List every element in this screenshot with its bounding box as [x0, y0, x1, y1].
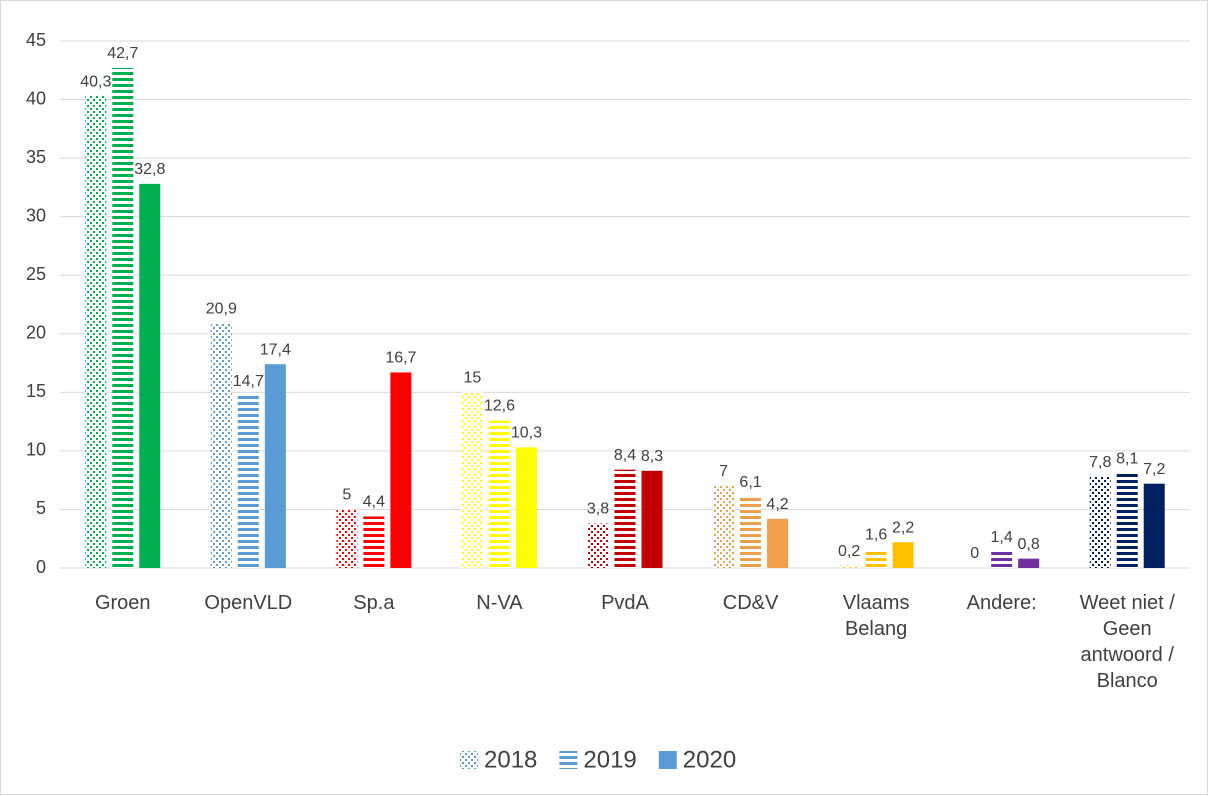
data-label: 5: [342, 487, 351, 504]
legend-swatch: [559, 751, 578, 769]
x-tick-label: OpenVLD: [204, 592, 293, 614]
x-tick-label: N-VA: [476, 592, 523, 614]
y-tick-label: 10: [26, 440, 46, 460]
data-label: 7,8: [1089, 454, 1111, 471]
bar: [139, 183, 161, 568]
x-tick-label: PvdA: [601, 592, 649, 614]
data-label: 32,8: [134, 161, 165, 178]
data-label: 7: [719, 463, 728, 480]
bar: [515, 447, 537, 568]
bar: [1089, 476, 1111, 568]
legend-label: 2020: [683, 746, 736, 773]
data-label: 2,2: [892, 519, 914, 536]
y-tick-label: 30: [26, 205, 46, 225]
bar: [461, 392, 483, 568]
bar: [892, 542, 914, 568]
y-tick-label: 5: [36, 498, 46, 518]
bar: [1018, 558, 1040, 568]
data-label: 1,6: [865, 526, 887, 543]
x-tick-label: Andere:: [966, 592, 1037, 614]
data-label: 0,8: [1018, 536, 1040, 553]
data-label: 14,7: [233, 373, 264, 390]
bar: [587, 523, 609, 568]
data-label: 8,3: [641, 448, 663, 465]
data-label: 0: [970, 545, 979, 562]
bar: [488, 420, 510, 568]
bar: [991, 551, 1013, 568]
legend-swatch: [460, 751, 478, 769]
y-tick-label: 25: [26, 264, 46, 284]
data-label: 3,8: [587, 501, 609, 518]
data-label: 0,2: [838, 543, 860, 560]
bar: [264, 364, 286, 568]
data-label: 15: [464, 370, 482, 387]
bar: [865, 549, 887, 568]
data-label: 10,3: [511, 425, 542, 442]
data-label: 20,9: [206, 300, 237, 317]
x-tick-label: Sp.a: [353, 592, 395, 614]
bar: [336, 509, 358, 568]
bar: [112, 67, 134, 569]
bar: [713, 486, 735, 568]
bar: [641, 470, 663, 568]
data-label: 6,1: [739, 474, 761, 491]
y-tick-label: 40: [26, 88, 46, 108]
y-tick-label: 45: [26, 30, 46, 50]
bar: [390, 372, 412, 568]
y-tick-label: 15: [26, 381, 46, 401]
y-tick-label: 0: [36, 557, 46, 577]
x-tick-label: Groen: [94, 592, 151, 614]
bar: [1116, 473, 1138, 568]
bar: [740, 496, 762, 568]
legend-label: 2019: [583, 746, 636, 773]
x-tick-label: CD&V: [722, 592, 779, 614]
data-label: 4,2: [766, 496, 788, 513]
bar: [85, 96, 107, 568]
legend-label: 2018: [484, 746, 537, 773]
data-label: 12,6: [484, 398, 515, 415]
bar: [838, 565, 860, 568]
x-tick-label: Weet niet / Geen antwoord / Blanco: [1079, 592, 1175, 692]
data-label: 16,7: [385, 350, 416, 367]
data-label: 4,4: [363, 494, 385, 511]
data-label: 1,4: [991, 529, 1013, 546]
bar: [210, 323, 232, 568]
data-label: 42,7: [107, 45, 138, 62]
y-tick-label: 20: [26, 323, 46, 343]
bar: [1143, 483, 1165, 568]
data-label: 17,4: [260, 341, 291, 358]
bar: [767, 518, 789, 568]
y-tick-label: 35: [26, 147, 46, 167]
data-label: 8,1: [1116, 450, 1138, 467]
data-label: 8,4: [614, 447, 636, 464]
bar: [614, 469, 636, 568]
x-tick-label: Vlaams Belang: [842, 592, 910, 640]
data-label: 7,2: [1143, 461, 1165, 478]
legend-swatch: [658, 751, 677, 769]
data-label: 40,3: [80, 73, 111, 90]
bar: [363, 516, 385, 568]
bar: [237, 395, 259, 568]
